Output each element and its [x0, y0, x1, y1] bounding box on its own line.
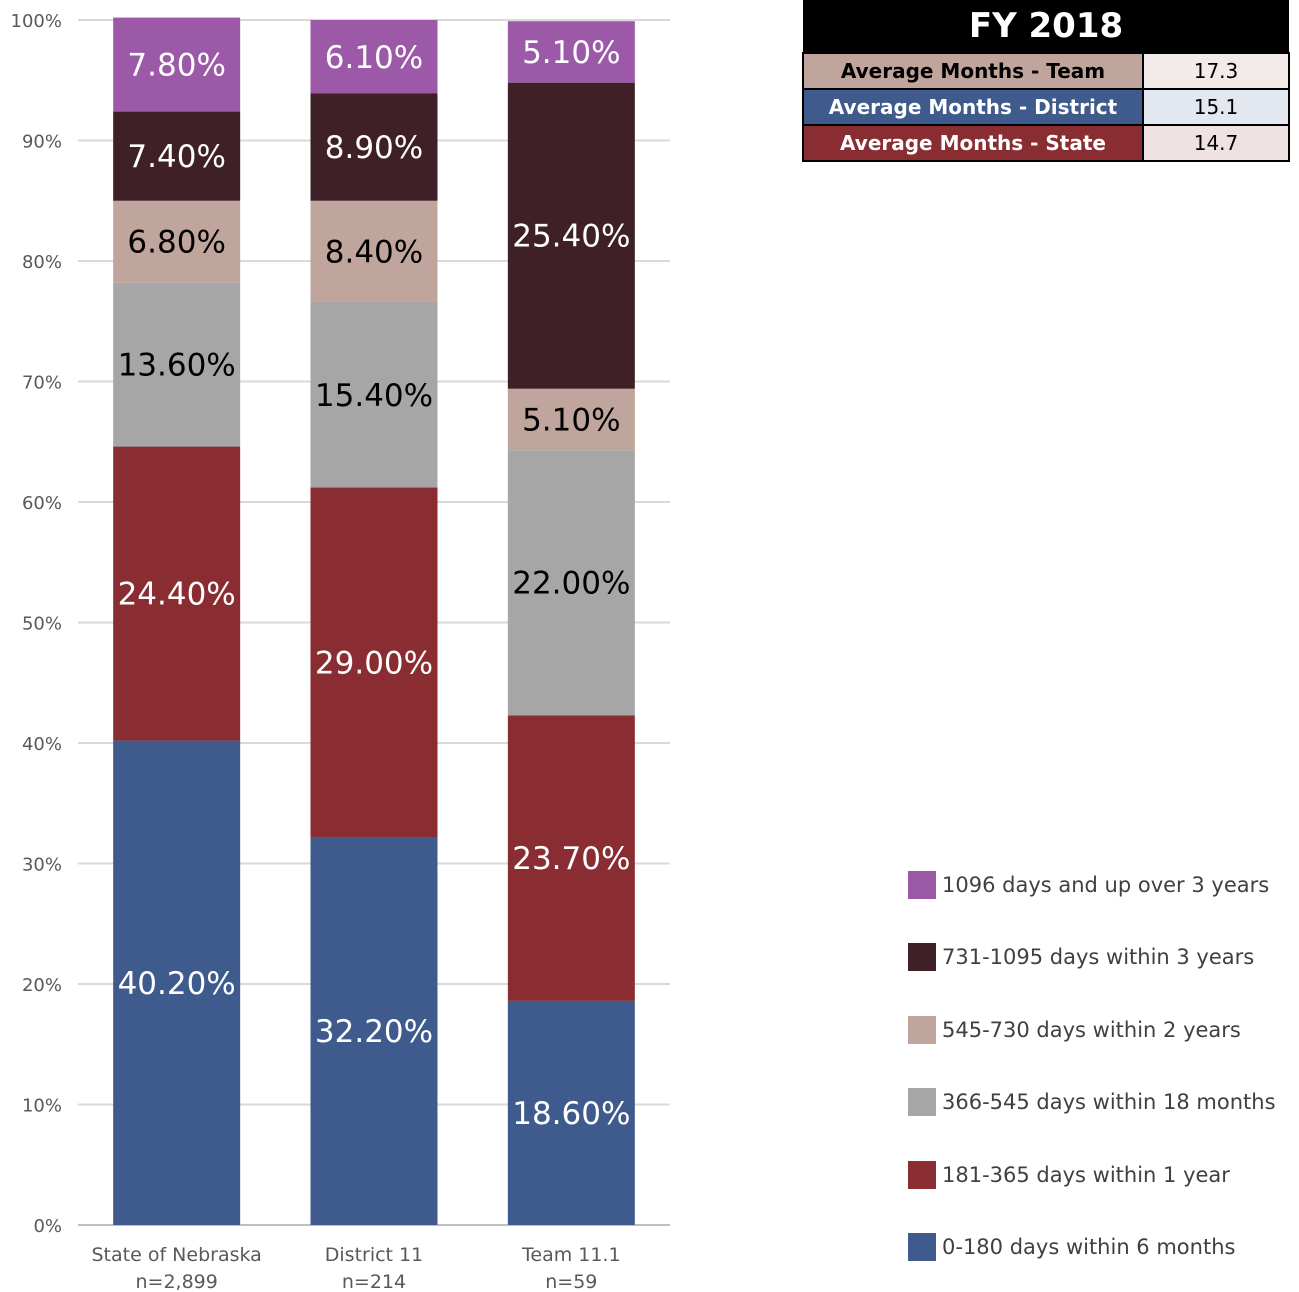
y-tick-label: 60% [22, 493, 62, 514]
bar-segment [507, 21, 635, 83]
y-tick-label: 0% [33, 1216, 62, 1237]
y-tick-label: 90% [22, 132, 62, 153]
legend-swatch [908, 1088, 936, 1117]
bar-segment [310, 301, 438, 488]
bar-segment [113, 17, 241, 112]
bar-segment [310, 836, 438, 1225]
bar-segment [113, 111, 241, 201]
legend-label: 731-1095 days within 3 years [942, 945, 1255, 970]
category-label: State of Nebraska [92, 1244, 262, 1266]
fy-summary-table: FY 2018 Average Months - Team 17.3 Avera… [802, 0, 1290, 162]
data-label: 29.00% [315, 645, 433, 681]
bar-segment [113, 446, 241, 741]
legend-label: 1096 days and up over 3 years [942, 873, 1270, 897]
data-label: 5.10% [522, 35, 620, 71]
fy-row-label: Average Months - District [802, 88, 1144, 126]
y-tick-label: 50% [22, 614, 62, 635]
bar-segment [507, 388, 635, 451]
fy-row-value: 14.7 [1142, 124, 1290, 162]
bar-segment [310, 20, 438, 94]
legend-item: 1096 days and up over 3 years [908, 870, 1269, 900]
bar-segment [507, 715, 635, 1001]
data-label: 8.40% [325, 234, 423, 270]
legend-swatch [908, 871, 936, 899]
y-tick-label: 70% [22, 373, 62, 394]
fy-row-team: Average Months - Team 17.3 [802, 52, 1290, 90]
bar-segment [310, 487, 438, 837]
data-label: 6.10% [325, 40, 423, 76]
category-sublabel: n=2,899 [135, 1271, 217, 1292]
legend-item: 0-180 days within 6 months [908, 1232, 1235, 1262]
bar-segment [113, 740, 241, 1225]
category-label: District 11 [325, 1244, 423, 1266]
legend-swatch [908, 1015, 936, 1044]
category-label: Team 11.1 [521, 1244, 621, 1266]
legend-item: 731-1095 days within 3 years [908, 942, 1254, 972]
y-tick-label: 100% [11, 11, 62, 32]
data-label: 6.80% [127, 225, 225, 261]
bar-segment [507, 1000, 635, 1225]
fy-row-value: 15.1 [1142, 88, 1290, 126]
legend-item: 545-730 days within 2 years [908, 1015, 1241, 1045]
y-tick-label: 10% [22, 1096, 62, 1117]
legend-label: 0-180 days within 6 months [942, 1235, 1236, 1259]
data-label: 5.10% [522, 402, 620, 438]
bar-segment [113, 282, 241, 447]
data-label: 7.40% [127, 139, 225, 175]
bar-segment [310, 93, 438, 201]
data-label: 22.00% [512, 566, 630, 602]
data-label: 18.60% [512, 1096, 630, 1132]
bar-segment [113, 200, 241, 283]
data-label: 23.70% [512, 841, 630, 877]
data-label: 24.40% [118, 577, 236, 613]
y-tick-label: 20% [22, 975, 62, 996]
y-tick-label: 30% [22, 855, 62, 876]
legend-label: 366-545 days within 18 months [942, 1090, 1276, 1115]
fy-table-title: FY 2018 [803, 0, 1289, 53]
fy-row-district: Average Months - District 15.1 [802, 88, 1290, 126]
category-sublabel: n=214 [342, 1271, 406, 1292]
data-label: 13.60% [118, 348, 236, 384]
legend-swatch [908, 1233, 936, 1261]
legend-item: 366-545 days within 18 months [908, 1087, 1276, 1117]
data-label: 40.20% [118, 966, 236, 1002]
data-label: 8.90% [325, 130, 423, 166]
category-sublabel: n=59 [545, 1271, 597, 1292]
fy-row-label: Average Months - Team [802, 52, 1144, 90]
bar-segment [507, 450, 635, 716]
y-tick-label: 40% [22, 734, 62, 755]
data-label: 15.40% [315, 378, 433, 414]
bar-segment [310, 200, 438, 302]
y-tick-label: 80% [22, 252, 62, 273]
stacked-bar-chart: 0% 10% 20% 30% 40% 50% 60% 70% 80% 90% 100% 40.20% 2… [11, 11, 670, 1292]
fy-row-state: Average Months - State 14.7 [802, 124, 1290, 162]
fy-row-label: Average Months - State [802, 124, 1144, 162]
legend-label: 181-365 days within 1 year [942, 1162, 1230, 1187]
fy-row-value: 17.3 [1142, 52, 1290, 90]
legend-swatch [908, 1160, 936, 1189]
data-label: 7.80% [127, 48, 225, 84]
legend-item: 181-365 days within 1 year [908, 1160, 1230, 1190]
legend-label: 545-730 days within 2 years [942, 1017, 1241, 1042]
data-label: 32.20% [315, 1014, 433, 1050]
bar-segment [507, 82, 635, 389]
legend-swatch [908, 943, 936, 972]
data-label: 25.40% [512, 219, 630, 255]
